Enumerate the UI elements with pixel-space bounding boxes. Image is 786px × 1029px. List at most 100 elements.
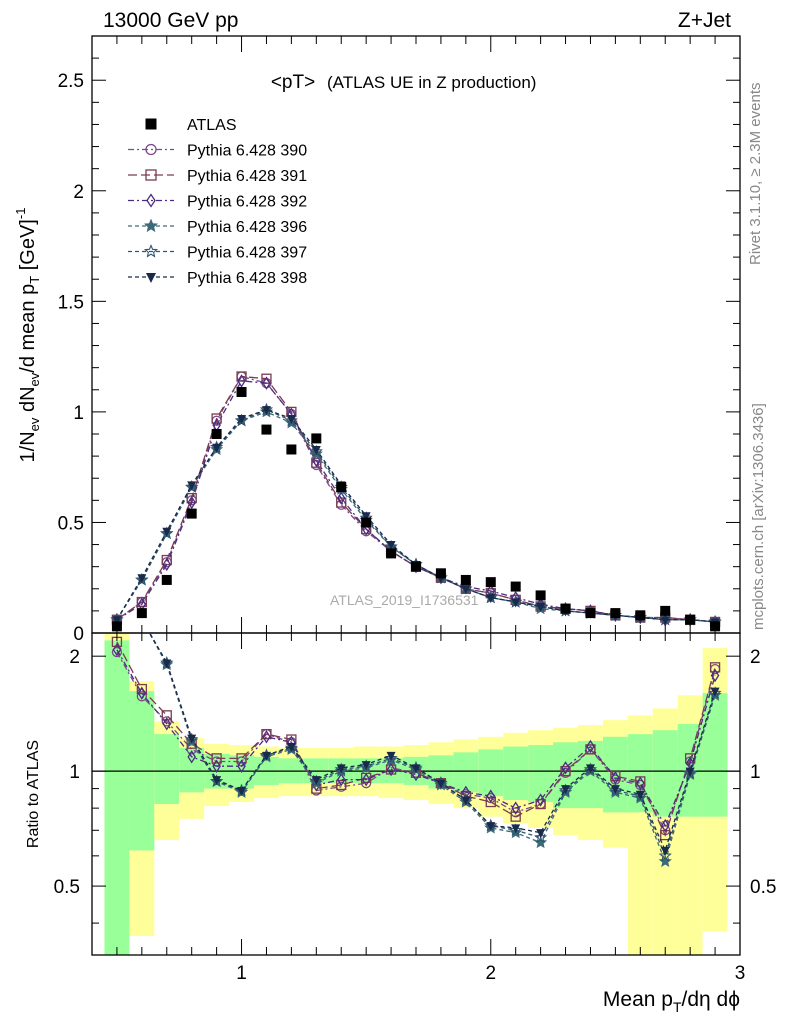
ratio-point [586,739,595,754]
ratio-point [386,751,396,761]
ratio-point [212,776,222,786]
ratio-point [236,753,247,764]
analysis-watermark: ATLAS_2019_I1736531 [330,592,479,608]
legend-marker [145,143,157,156]
main-y-axis-label: 1/Nev dNev/d mean pT [GeV]-1 [13,208,42,463]
legend-marker [143,244,159,258]
ratio-point [211,753,222,764]
ratio-point [535,798,546,810]
data-point [386,548,397,559]
ratio-point [336,772,346,787]
mc-point [187,481,197,491]
main-y-tick-label: 0.5 [58,513,84,534]
ratio-y-tick-label: 2 [69,647,80,668]
ratio-point [186,744,197,755]
process-label: Z+Jet [678,9,731,32]
main-series-group [110,371,722,632]
legend-marker [143,218,159,233]
data-point [635,610,646,621]
ratio-point [685,767,695,777]
mcplots-label: mcplots.cern.ch [arXiv:1306.3436] [750,403,767,630]
data-point [261,424,272,435]
ratio-point [635,790,645,800]
x-tick-label: 3 [735,963,746,984]
mc-point [312,453,321,468]
data-point [435,568,446,579]
mc-point [461,585,471,595]
ratio-point [710,668,720,683]
ratio-point [658,854,672,868]
data-point [336,482,347,493]
main-title: <pT> [271,72,315,93]
x-tick-label: 2 [485,963,496,984]
ratio-point [336,779,347,791]
mc-point [386,541,396,551]
ratio-point [111,646,123,658]
mc-point [162,557,172,572]
mc-point [261,373,272,384]
ratio-point [361,772,371,787]
ratio-point [311,776,321,786]
ratio-point [636,776,645,790]
ratio-point [137,686,147,700]
data-point [361,517,372,528]
data-point [685,614,696,625]
ratio-point [660,818,670,833]
main-y-tick-label: 2 [73,182,84,203]
mc-series-line [116,380,716,623]
ratio-point [361,761,371,771]
ratio-point [112,642,122,657]
ratio-series-line [116,651,716,832]
ratio-point [534,830,548,844]
legend-marker [145,169,157,181]
main-y-tick-label: 1.5 [58,292,84,313]
legend-label: Pythia 6.428 390 [187,143,307,160]
data-point [236,386,247,397]
ratio-point [162,659,172,669]
mc-series-line [116,375,716,623]
data-point [560,603,571,614]
mc-point [212,443,222,453]
ratio-point [461,796,471,806]
data-point [411,561,421,572]
data-point [510,581,521,592]
inner-band-bin [478,749,504,797]
ratio-point [511,801,520,815]
ratio-point [611,771,620,785]
ratio-point [386,762,396,777]
ratio-point [162,717,172,731]
ratio-series-group [111,633,722,868]
x-axis-label: Mean pT/dη dϕ [603,988,740,1015]
mc-point [511,598,521,608]
ratio-point [262,730,271,744]
ratio-point [136,691,147,702]
ratio-point [658,848,672,862]
ratio-y-tick-label: 0.5 [54,877,80,898]
legend-label: Pythia 6.428 392 [187,194,307,211]
mc-point [336,491,346,505]
inner-band-bin [104,640,130,955]
mc-point [211,413,222,424]
ratio-point [237,786,247,796]
ratio-point [411,764,421,774]
data-point [585,608,596,619]
mc-point [262,376,271,390]
mc-point [237,415,247,425]
mc-series-line [116,411,716,623]
mc-point [311,445,321,455]
mc-point [137,574,147,584]
ratio-series-line [116,649,716,828]
ratio-y-tick-label-right: 0.5 [750,877,776,898]
ratio-point [187,750,196,764]
ratio-point [336,764,346,774]
data-point [485,577,496,588]
ratio-point [286,743,296,753]
legend-label: Pythia 6.428 391 [187,168,307,185]
data-point [660,605,671,616]
mc-series-line [116,409,716,623]
ratio-point [237,759,246,773]
inner-band-bin [503,746,529,801]
data-point [610,608,621,619]
legend-label: Pythia 6.428 397 [187,245,307,262]
